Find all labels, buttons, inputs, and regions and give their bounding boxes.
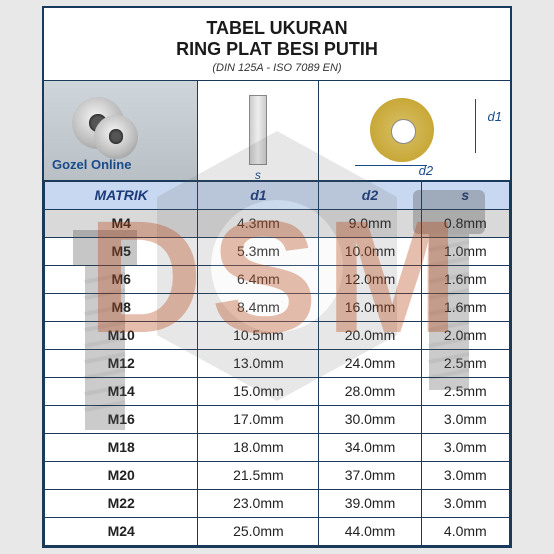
cell-matrik: M24	[45, 517, 198, 545]
header-s: s	[421, 181, 509, 209]
cell-d2: 44.0mm	[319, 517, 421, 545]
table-row: M1617.0mm30.0mm3.0mm	[45, 405, 510, 433]
cell-matrik: M12	[45, 349, 198, 377]
dim-label-d1: d1	[488, 109, 502, 124]
cell-d1: 15.0mm	[198, 377, 319, 405]
cell-d2: 30.0mm	[319, 405, 421, 433]
dim-label-s: s	[255, 168, 261, 182]
cell-d1: 17.0mm	[198, 405, 319, 433]
cell-d2: 12.0mm	[319, 265, 421, 293]
cell-d1: 8.4mm	[198, 293, 319, 321]
cell-d1: 21.5mm	[198, 461, 319, 489]
cell-matrik: M18	[45, 433, 198, 461]
cell-d2: 9.0mm	[319, 209, 421, 237]
washer-top-view-icon	[370, 98, 434, 162]
cell-matrik: M8	[45, 293, 198, 321]
cell-matrik: M6	[45, 265, 198, 293]
table-row: M1415.0mm28.0mm2.5mm	[45, 377, 510, 405]
table-row: M2021.5mm37.0mm3.0mm	[45, 461, 510, 489]
diagram-top-cell: d1 d2	[319, 81, 510, 180]
table-row: M1010.5mm20.0mm2.0mm	[45, 321, 510, 349]
table-row: M66.4mm12.0mm1.6mm	[45, 265, 510, 293]
cell-s: 0.8mm	[421, 209, 509, 237]
cell-matrik: M4	[45, 209, 198, 237]
cell-matrik: M5	[45, 237, 198, 265]
cell-matrik: M20	[45, 461, 198, 489]
title-line2: RING PLAT BESI PUTIH	[50, 39, 504, 60]
header-matrik: MATRIK	[45, 181, 198, 209]
cell-d1: 13.0mm	[198, 349, 319, 377]
cell-d2: 28.0mm	[319, 377, 421, 405]
diagram-side-cell: s	[198, 81, 319, 180]
table-row: M2425.0mm44.0mm4.0mm	[45, 517, 510, 545]
header-d2: d2	[319, 181, 421, 209]
washer-photo-icon	[94, 115, 138, 159]
size-table: MATRIK d1 d2 s M44.3mm9.0mm0.8mmM55.3mm1…	[44, 181, 510, 546]
cell-d2: 37.0mm	[319, 461, 421, 489]
table-row: M88.4mm16.0mm1.6mm	[45, 293, 510, 321]
cell-d1: 25.0mm	[198, 517, 319, 545]
cell-s: 3.0mm	[421, 489, 509, 517]
cell-matrik: M22	[45, 489, 198, 517]
table-row: M2223.0mm39.0mm3.0mm	[45, 489, 510, 517]
diagram-photo-cell: Gozel Online	[44, 81, 198, 180]
cell-d1: 10.5mm	[198, 321, 319, 349]
cell-s: 1.6mm	[421, 293, 509, 321]
cell-s: 2.5mm	[421, 377, 509, 405]
cell-d2: 24.0mm	[319, 349, 421, 377]
table-row: M1818.0mm34.0mm3.0mm	[45, 433, 510, 461]
cell-s: 1.6mm	[421, 265, 509, 293]
cell-d2: 39.0mm	[319, 489, 421, 517]
brand-watermark: Gozel Online	[52, 157, 131, 172]
title-sub: (DIN 125A - ISO 7089 EN)	[50, 62, 504, 74]
cell-s: 2.0mm	[421, 321, 509, 349]
cell-s: 1.0mm	[421, 237, 509, 265]
title-line1: TABEL UKURAN	[50, 18, 504, 39]
cell-d1: 6.4mm	[198, 265, 319, 293]
cell-s: 4.0mm	[421, 517, 509, 545]
cell-d2: 10.0mm	[319, 237, 421, 265]
cell-d1: 18.0mm	[198, 433, 319, 461]
washer-side-view-icon	[249, 95, 267, 165]
cell-d1: 23.0mm	[198, 489, 319, 517]
dim-label-d2: d2	[419, 163, 433, 178]
cell-s: 3.0mm	[421, 405, 509, 433]
cell-matrik: M16	[45, 405, 198, 433]
cell-matrik: M10	[45, 321, 198, 349]
table-row: M44.3mm9.0mm0.8mm	[45, 209, 510, 237]
table-row: M1213.0mm24.0mm2.5mm	[45, 349, 510, 377]
cell-d2: 34.0mm	[319, 433, 421, 461]
cell-s: 2.5mm	[421, 349, 509, 377]
cell-d1: 5.3mm	[198, 237, 319, 265]
title-block: TABEL UKURAN RING PLAT BESI PUTIH (DIN 1…	[44, 8, 510, 80]
cell-s: 3.0mm	[421, 433, 509, 461]
size-table-frame: TABEL UKURAN RING PLAT BESI PUTIH (DIN 1…	[42, 6, 512, 547]
table-row: M55.3mm10.0mm1.0mm	[45, 237, 510, 265]
diagram-row: Gozel Online s d1 d2	[44, 81, 510, 181]
cell-d2: 20.0mm	[319, 321, 421, 349]
header-d1: d1	[198, 181, 319, 209]
cell-matrik: M14	[45, 377, 198, 405]
cell-d1: 4.3mm	[198, 209, 319, 237]
cell-d2: 16.0mm	[319, 293, 421, 321]
cell-s: 3.0mm	[421, 461, 509, 489]
table-header-row: MATRIK d1 d2 s	[45, 181, 510, 209]
